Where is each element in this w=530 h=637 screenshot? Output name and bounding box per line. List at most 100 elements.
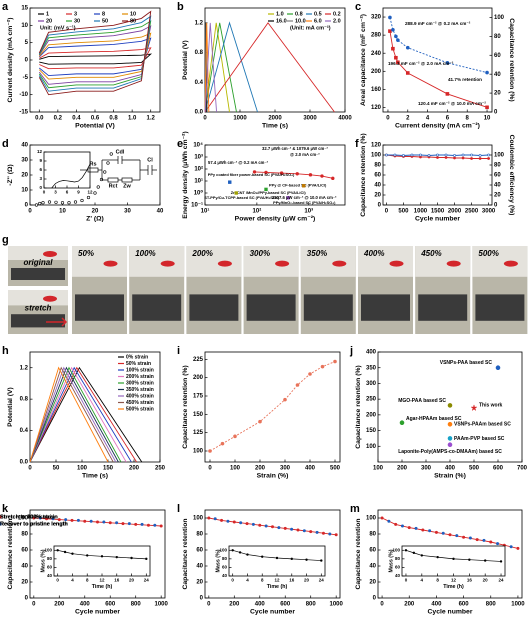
data-point <box>487 157 490 160</box>
x-tick-label: 200 <box>129 465 140 471</box>
data-point <box>290 557 293 561</box>
x-tick-label: 8 <box>466 115 470 121</box>
point-label: Laponite-Poly(AMPS-co-DMAAm) based SC <box>398 449 502 455</box>
legend-label: 0.5 <box>314 11 322 17</box>
series-line <box>38 37 152 77</box>
series-line <box>38 20 152 89</box>
x-axis-label: Time (h) <box>443 584 464 590</box>
panel-label: l <box>177 503 180 515</box>
y-tick-label: 40 <box>369 564 376 570</box>
y-tick-label: 0 <box>39 185 42 190</box>
legend-label: Recover to pristine length <box>0 521 68 527</box>
y-tick-label: 120 <box>371 143 382 149</box>
data-point <box>404 549 408 552</box>
data-point <box>270 525 274 529</box>
legend-label: 80 <box>130 18 136 24</box>
y-axis-label: -Z'' (Ω) <box>7 164 14 186</box>
data-point <box>405 45 410 50</box>
x-tick-label: 6 <box>66 189 69 194</box>
x-tick-label: 0 <box>207 601 211 607</box>
data-point <box>321 531 325 535</box>
legend-label: 16.0 <box>276 18 287 24</box>
panel-label: k <box>2 503 9 515</box>
data-point <box>207 516 211 520</box>
photo-backdrop <box>472 246 528 277</box>
series-line <box>29 366 127 463</box>
data-point <box>391 27 395 32</box>
x-tick-label: 400 <box>80 601 91 607</box>
x-tick-label: 16 <box>467 577 473 582</box>
x-tick-label: 0 <box>43 189 46 194</box>
y-tick-label: 0 <box>200 596 204 602</box>
y-tick-label: 3 <box>39 176 42 181</box>
data-point <box>245 522 249 526</box>
series-line <box>29 366 109 463</box>
photo-caption: 500% <box>478 249 498 258</box>
data-point <box>213 517 217 521</box>
panel-label: i <box>177 345 180 357</box>
x-tick-label: 600 <box>459 601 470 607</box>
data-point <box>478 154 482 157</box>
y-tick-label: 20 <box>21 173 28 179</box>
circuit-label: Cl <box>147 157 153 163</box>
plot-area <box>53 545 151 577</box>
y2-tick-label: 40 <box>494 183 501 189</box>
data-point <box>447 403 453 408</box>
y-tick-label: 10¹ <box>194 178 203 185</box>
series-line <box>57 549 147 560</box>
data-point <box>333 359 337 364</box>
data-point <box>296 528 300 532</box>
circuit-label: Rct <box>109 183 118 189</box>
y-tick-label: 100 <box>366 516 377 522</box>
data-point <box>295 383 300 387</box>
x-axis-label: Cycle number <box>250 609 295 616</box>
series-line <box>29 366 117 463</box>
data-point <box>264 170 268 175</box>
photo-caption: 450% <box>420 249 441 258</box>
data-point <box>334 533 338 537</box>
legend-label: 2.0 <box>333 18 341 24</box>
x-tick-label: 16 <box>289 577 295 582</box>
x-tick-label: 4 <box>246 577 249 582</box>
y-tick-label: 10² <box>194 166 203 173</box>
data-point <box>315 530 319 534</box>
x-tick-label: 3000 <box>482 208 496 214</box>
x-tick-label: 500 <box>330 465 341 471</box>
data-point <box>420 554 424 557</box>
y-tick-label: 20 <box>21 580 28 586</box>
y-tick-label: 60 <box>47 565 53 570</box>
y-tick-label: 1.2 <box>20 365 29 371</box>
data-point <box>328 532 332 536</box>
y-tick-label: 80 <box>47 556 53 561</box>
panel-label: h <box>2 345 9 357</box>
y-tick-label: 10³ <box>194 154 203 161</box>
data-point <box>47 200 52 204</box>
data-point <box>305 558 308 561</box>
data-point <box>483 559 487 562</box>
data-point <box>232 520 236 524</box>
data-point <box>239 521 243 525</box>
x-tick-label: 16 <box>114 577 120 582</box>
data-point <box>394 34 398 39</box>
y-tick-label: 350 <box>366 365 377 371</box>
data-point <box>159 524 163 528</box>
data-point <box>400 524 404 528</box>
y-tick-label: 200 <box>193 375 204 381</box>
data-point <box>445 92 450 96</box>
x-axis-label: Current density (mA cm⁻²) <box>395 123 480 130</box>
data-point <box>34 203 39 207</box>
x-tick-label: 400 <box>445 465 456 471</box>
legend-label: 30 <box>74 18 80 24</box>
data-point <box>140 522 144 526</box>
y-tick-label: 10 <box>21 188 28 194</box>
y-tick-label: 0.8 <box>195 50 204 56</box>
x-tick-label: 50 <box>53 465 60 471</box>
photo-backdrop <box>72 246 127 277</box>
legend-label: 300% strain <box>126 380 154 386</box>
x-tick-label: 300 <box>280 465 291 471</box>
y2-axis-label: Capacitance retention (%) <box>508 18 515 101</box>
data-point <box>130 556 133 560</box>
x-axis-label: Potential (V) <box>75 123 115 130</box>
y-tick-label: 100 <box>44 547 52 552</box>
data-point <box>51 517 55 521</box>
